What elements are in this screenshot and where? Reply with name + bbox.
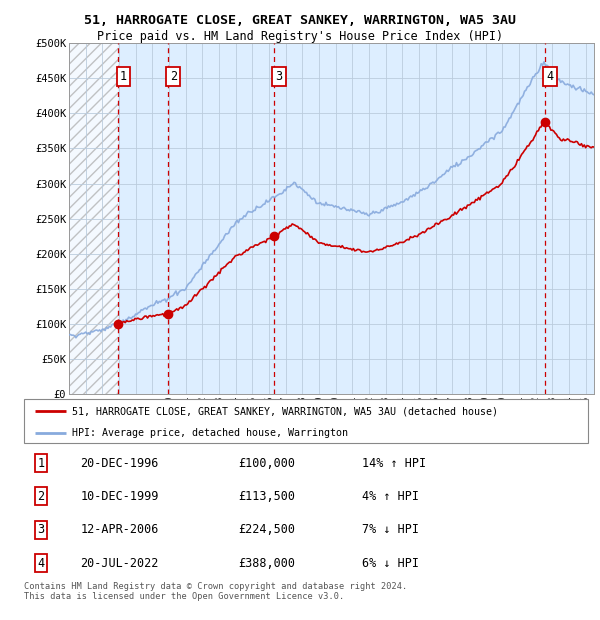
Text: 10-DEC-1999: 10-DEC-1999 <box>80 490 159 503</box>
Text: Price paid vs. HM Land Registry's House Price Index (HPI): Price paid vs. HM Land Registry's House … <box>97 30 503 43</box>
Text: 6% ↓ HPI: 6% ↓ HPI <box>362 557 419 570</box>
Text: 51, HARROGATE CLOSE, GREAT SANKEY, WARRINGTON, WA5 3AU: 51, HARROGATE CLOSE, GREAT SANKEY, WARRI… <box>84 14 516 27</box>
Text: 3: 3 <box>37 523 44 536</box>
Text: 12-APR-2006: 12-APR-2006 <box>80 523 159 536</box>
Text: 20-DEC-1996: 20-DEC-1996 <box>80 456 159 469</box>
Text: £388,000: £388,000 <box>238 557 295 570</box>
Text: 4: 4 <box>547 70 554 83</box>
Text: 14% ↑ HPI: 14% ↑ HPI <box>362 456 427 469</box>
Text: Contains HM Land Registry data © Crown copyright and database right 2024.
This d: Contains HM Land Registry data © Crown c… <box>24 582 407 601</box>
Text: 2: 2 <box>37 490 44 503</box>
Text: 3: 3 <box>275 70 283 83</box>
Text: £224,500: £224,500 <box>238 523 295 536</box>
Text: £100,000: £100,000 <box>238 456 295 469</box>
Text: £113,500: £113,500 <box>238 490 295 503</box>
Text: 20-JUL-2022: 20-JUL-2022 <box>80 557 159 570</box>
Text: 51, HARROGATE CLOSE, GREAT SANKEY, WARRINGTON, WA5 3AU (detached house): 51, HARROGATE CLOSE, GREAT SANKEY, WARRI… <box>72 406 498 416</box>
Text: HPI: Average price, detached house, Warrington: HPI: Average price, detached house, Warr… <box>72 428 348 438</box>
FancyBboxPatch shape <box>24 399 588 443</box>
Text: 4: 4 <box>37 557 44 570</box>
Text: 1: 1 <box>37 456 44 469</box>
Text: 7% ↓ HPI: 7% ↓ HPI <box>362 523 419 536</box>
Text: 4% ↑ HPI: 4% ↑ HPI <box>362 490 419 503</box>
Text: 1: 1 <box>120 70 127 83</box>
Text: 2: 2 <box>170 70 177 83</box>
